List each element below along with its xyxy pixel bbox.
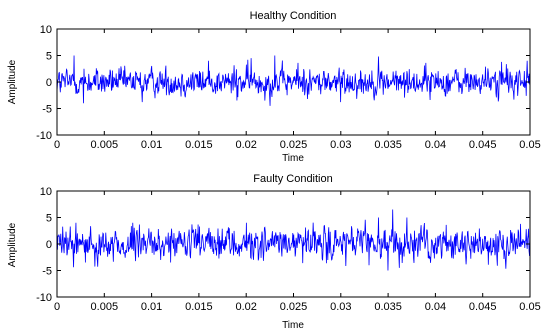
healthy-panel: Healthy Condition Amplitude Time 0 0.005 0… <box>7 10 541 164</box>
healthy-xtick-label: 0.045 <box>469 139 497 151</box>
faulty-xtick-label: 0.015 <box>185 301 213 313</box>
faulty-signal-line <box>56 209 531 271</box>
faulty-xlabel: Time <box>282 320 304 331</box>
faulty-xtick-label: 0.03 <box>330 301 351 313</box>
healthy-xtick-label: 0.01 <box>141 139 162 151</box>
healthy-xtick-label: 0.04 <box>425 139 446 151</box>
faulty-ticklabels: 0 0.005 0.01 0.015 0.02 0.025 0.03 0.035 0.04 0.0… <box>36 186 541 313</box>
faulty-xtick-label: 0.02 <box>235 301 256 313</box>
faulty-axes-box <box>56 190 531 298</box>
faulty-xtick-label: 0.01 <box>141 301 162 313</box>
faulty-ytick-label: 0 <box>46 239 52 251</box>
healthy-xtick-label: 0.05 <box>519 139 540 151</box>
healthy-xlabel: Time <box>282 153 304 164</box>
faulty-panel: Faulty Condition Amplitude Time 0 0.005 0.… <box>7 173 541 331</box>
healthy-xtick-label: 0.03 <box>330 139 351 151</box>
healthy-xtick-label: 0.005 <box>91 139 119 151</box>
healthy-xtick-label: 0.025 <box>280 139 308 151</box>
faulty-ytick-label: 5 <box>46 213 52 225</box>
healthy-ytick-label: 5 <box>46 51 52 63</box>
healthy-xtick-label: 0.015 <box>185 139 213 151</box>
healthy-ytick-label: 10 <box>40 24 52 36</box>
faulty-ylabel: Amplitude <box>7 222 18 267</box>
faulty-ytick-label: -5 <box>42 266 52 278</box>
healthy-axes-box <box>56 28 531 136</box>
healthy-xtick-label: 0.02 <box>235 139 256 151</box>
faulty-xtick-label: 0.035 <box>374 301 402 313</box>
healthy-signal-line <box>56 55 531 106</box>
faulty-xtick-label: 0.025 <box>280 301 308 313</box>
faulty-xtick-label: 0.05 <box>519 301 540 313</box>
healthy-xtick-label: 0.035 <box>374 139 402 151</box>
faulty-ytick-label: -10 <box>36 292 52 304</box>
faulty-xtick-label: 0 <box>54 301 60 313</box>
healthy-ylabel: Amplitude <box>7 59 18 104</box>
healthy-ytick-label: 0 <box>46 77 52 89</box>
faulty-title: Faulty Condition <box>253 173 333 185</box>
healthy-ticklabels: 0 0.005 0.01 0.015 0.02 0.025 0.03 0.035 0.04 0.0… <box>36 24 541 151</box>
faulty-ytick-label: 10 <box>40 186 52 198</box>
healthy-xtick-label: 0 <box>54 139 60 151</box>
healthy-ytick-label: -10 <box>36 130 52 142</box>
healthy-ytick-label: -5 <box>42 104 52 116</box>
faulty-xtick-label: 0.045 <box>469 301 497 313</box>
healthy-title: Healthy Condition <box>250 10 337 22</box>
faulty-xtick-label: 0.005 <box>91 301 119 313</box>
faulty-xtick-label: 0.04 <box>425 301 446 313</box>
